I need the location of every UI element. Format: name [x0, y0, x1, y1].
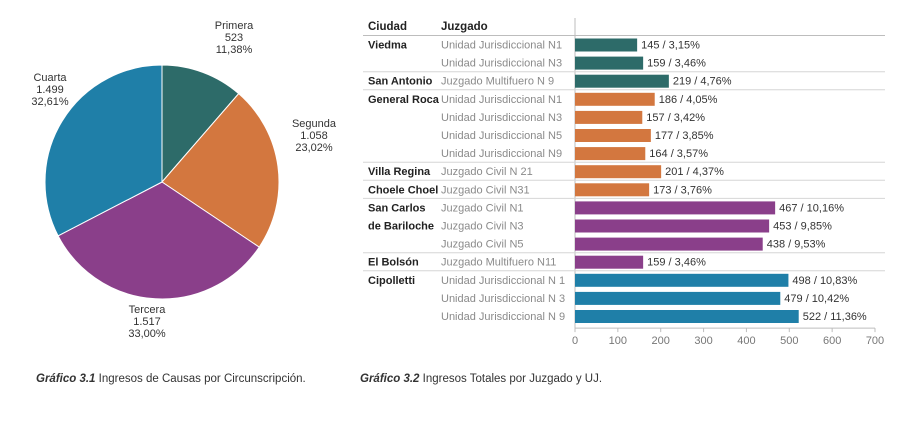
pie-slice-cuarta	[44, 64, 163, 237]
bar-value-label: 467 / 10,16%	[779, 202, 844, 214]
bar-value-label: 159 / 3,46%	[647, 58, 706, 70]
bar	[575, 110, 643, 124]
bar	[575, 273, 789, 287]
city-label: Cipolletti	[368, 275, 415, 287]
bar-value-label: 177 / 3,85%	[655, 130, 714, 142]
bar	[575, 291, 781, 305]
court-label: Juzgado Civil N5	[441, 239, 524, 251]
bar	[575, 310, 799, 323]
pie-slice-tercera	[57, 181, 260, 300]
city-label: Choele Choel	[368, 184, 438, 196]
pie-label-primera-value: 523	[225, 32, 243, 44]
header-city: Ciudad	[368, 21, 407, 33]
pie-slice-primera	[161, 64, 240, 184]
court-label: Juzgado Multifuero N11	[441, 257, 556, 269]
pie-label-tercera-name: Tercera	[129, 304, 167, 316]
header-court: Juzgado	[441, 21, 488, 33]
caption-bar-text: Ingresos Totales por Juzgado y UJ.	[419, 373, 603, 385]
x-tick-label: 700	[866, 335, 884, 347]
bar-value-label: 479 / 10,42%	[784, 293, 849, 305]
court-label: Unidad Jurisdiccional N3	[441, 58, 562, 70]
city-label: Viedma	[368, 40, 408, 52]
court-label: Juzgado Civil N 21	[441, 166, 533, 178]
city-label: de Bariloche	[368, 221, 434, 233]
bar	[575, 201, 776, 215]
bar	[575, 219, 770, 233]
pie-label-segunda-name: Segunda	[292, 118, 337, 130]
court-label: Unidad Jurisdiccional N3	[441, 112, 562, 124]
court-label: Juzgado Multifuero N 9	[441, 76, 554, 88]
bar-value-label: 159 / 3,46%	[647, 257, 706, 269]
pie-label-primera-percent: 11,38%	[216, 44, 253, 56]
bar	[575, 129, 651, 142]
court-label: Unidad Jurisdiccional N9	[441, 148, 562, 160]
court-label: Juzgado Civil N31	[441, 184, 530, 196]
bar	[575, 183, 650, 197]
pie-label-primera-name: Primera	[215, 20, 254, 32]
bar	[575, 38, 638, 52]
bar-value-label: 453 / 9,85%	[773, 221, 832, 233]
caption-bar-label: Gráfico 3.2	[360, 373, 420, 385]
bar-value-label: 145 / 3,15%	[641, 40, 700, 52]
pie-label-segunda-percent: 23,02%	[295, 142, 333, 154]
bar	[575, 92, 655, 106]
city-label: Villa Regina	[368, 166, 431, 178]
caption-bar-chart: Gráfico 3.2 Ingresos Totales por Juzgado…	[360, 373, 602, 385]
bar-chart: Ciudad Juzgado Viedma Unidad Jurisdiccional…	[363, 18, 885, 347]
bar	[575, 74, 669, 88]
x-tick-label: 400	[737, 335, 755, 347]
bar	[575, 165, 662, 179]
bar-value-label: 173 / 3,76%	[653, 184, 712, 196]
court-label: Unidad Jurisdiccional N 1	[441, 275, 565, 287]
pie-label-cuarta-percent: 32,61%	[31, 96, 69, 108]
bar-value-label: 164 / 3,57%	[649, 148, 708, 160]
caption-pie-label: Gráfico 3.1	[36, 373, 96, 385]
bar	[575, 255, 644, 269]
city-label: General Roca	[368, 94, 440, 106]
bar	[575, 56, 644, 70]
bar-value-label: 186 / 4,05%	[659, 94, 718, 106]
bar-value-label: 438 / 9,53%	[767, 239, 826, 251]
court-label: Juzgado Civil N1	[441, 202, 524, 214]
bar-value-label: 201 / 4,37%	[665, 166, 724, 178]
court-label: Unidad Jurisdiccional N1	[441, 94, 562, 106]
pie-label-cuarta-value: 1.499	[36, 84, 64, 96]
pie-label-cuarta-name: Cuarta	[33, 72, 67, 84]
bar-value-label: 219 / 4,76%	[673, 76, 732, 88]
pie-slice-segunda	[161, 92, 280, 248]
bar-value-label: 498 / 10,83%	[792, 275, 857, 287]
x-tick-label: 200	[652, 335, 670, 347]
city-label: El Bolsón	[368, 257, 419, 269]
court-label: Unidad Jurisdiccional N 3	[441, 293, 565, 305]
court-label: Unidad Jurisdiccional N5	[441, 130, 562, 142]
x-tick-label: 300	[694, 335, 712, 347]
pie-label-segunda-value: 1.058	[300, 130, 328, 142]
pie-label-tercera-percent: 33,00%	[128, 328, 166, 340]
court-label: Unidad Jurisdiccional N1	[441, 40, 562, 52]
caption-pie-chart: Gráfico 3.1 Ingresos de Causas por Circu…	[36, 373, 306, 385]
caption-pie-text: Ingresos de Causas por Circunscripción.	[95, 373, 306, 385]
bar-value-label: 157 / 3,42%	[646, 112, 705, 124]
x-tick-label: 500	[780, 335, 798, 347]
city-label: San Antonio	[368, 76, 433, 88]
court-label: Unidad Jurisdiccional N 9	[441, 311, 565, 323]
bar-value-label: 522 / 11,36%	[803, 311, 867, 323]
bar	[575, 147, 646, 161]
x-tick-label: 600	[823, 335, 841, 347]
court-label: Juzgado Civil N3	[441, 221, 524, 233]
bar	[575, 237, 763, 251]
city-label: San Carlos	[368, 202, 425, 214]
x-tick-label: 0	[572, 335, 578, 347]
pie-label-tercera-value: 1.517	[133, 316, 161, 328]
x-tick-label: 100	[609, 335, 627, 347]
